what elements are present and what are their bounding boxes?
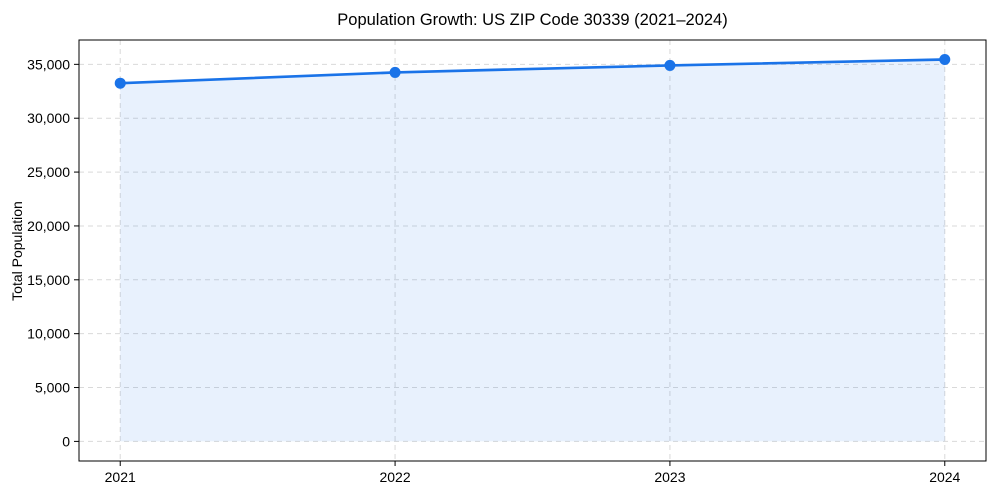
x-tick-label: 2023 [654, 469, 685, 485]
data-point-marker [114, 77, 126, 89]
y-tick-label: 30,000 [27, 110, 70, 126]
plot-border [78, 39, 987, 462]
y-tick-label: 15,000 [27, 272, 70, 288]
data-point-marker [664, 59, 676, 71]
y-tick-label: 35,000 [27, 56, 70, 72]
x-tick-label: 2022 [379, 469, 410, 485]
y-tick-label: 5,000 [35, 380, 70, 396]
area-fill [120, 59, 945, 442]
chart-title: Population Growth: US ZIP Code 30339 (20… [337, 11, 728, 29]
y-tick-label: 0 [62, 433, 70, 449]
data-point-marker [389, 66, 401, 78]
x-tick-label: 2024 [929, 469, 960, 485]
y-tick-label: 10,000 [27, 326, 70, 342]
data-point-marker [939, 53, 951, 65]
y-tick-label: 20,000 [27, 218, 70, 234]
y-tick-label: 25,000 [27, 164, 70, 180]
series-line [118, 58, 947, 85]
x-tick-label: 2021 [105, 469, 136, 485]
